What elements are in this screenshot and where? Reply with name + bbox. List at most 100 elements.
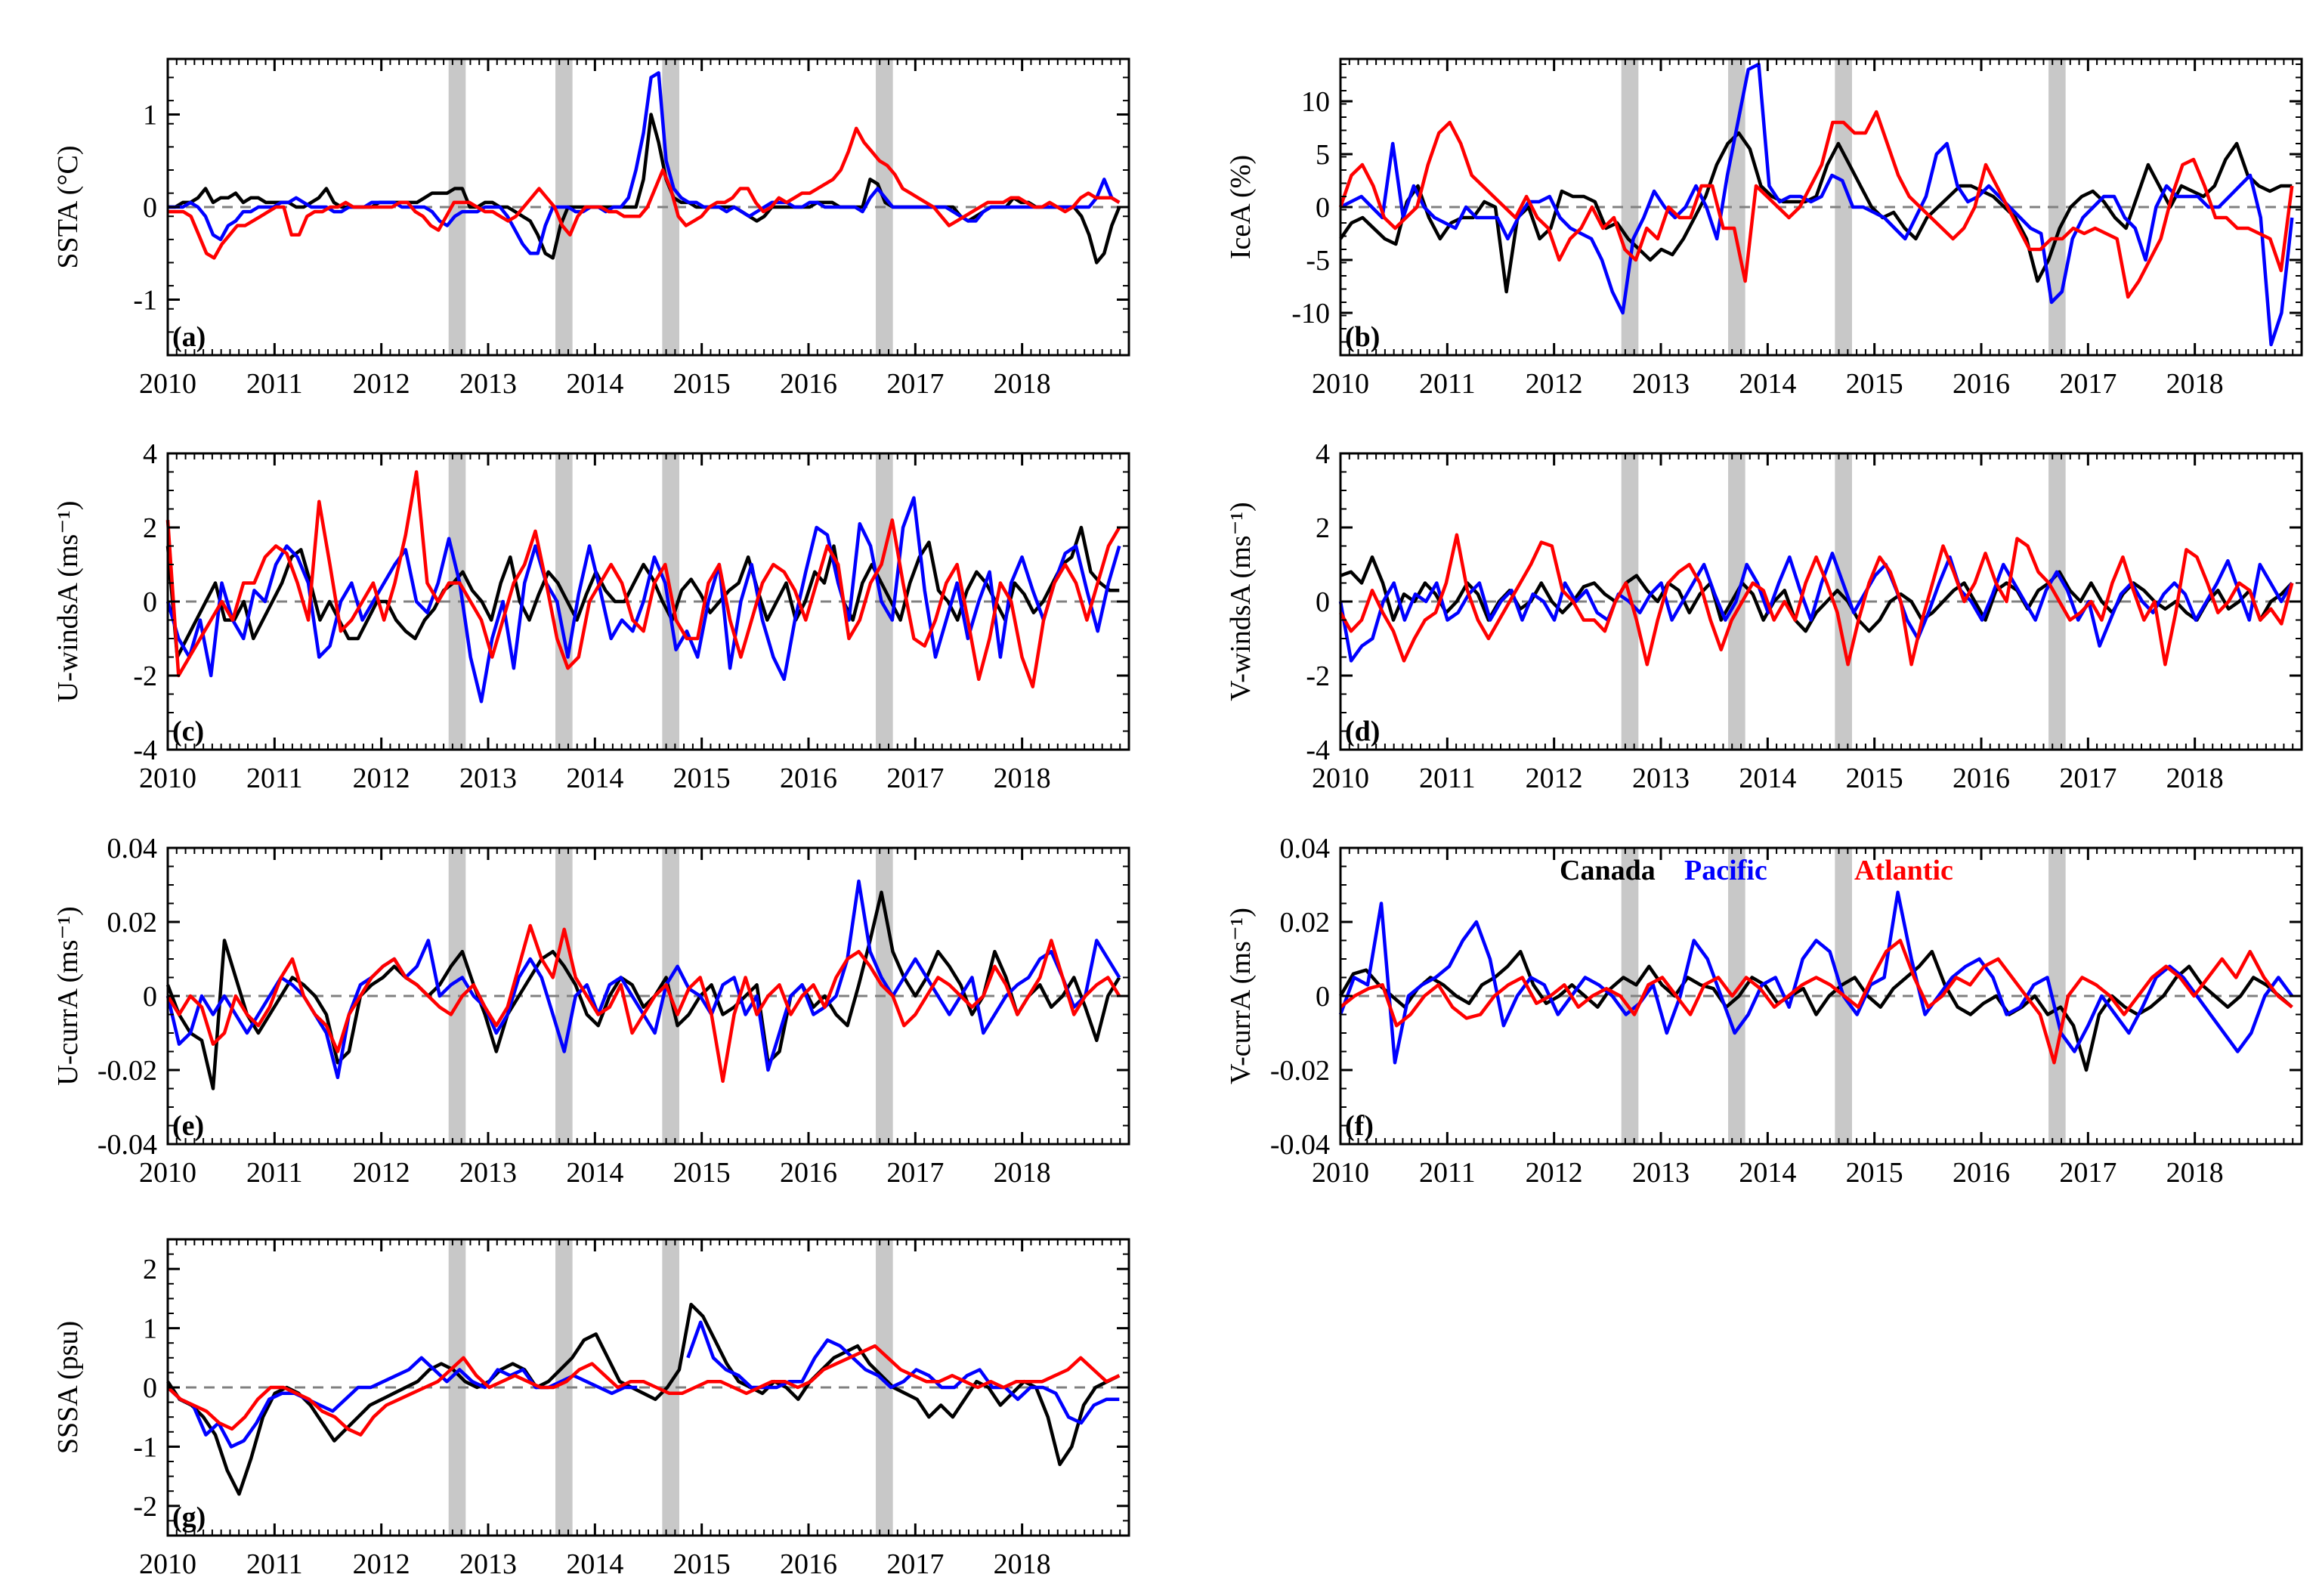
x-tick-label: 2015 <box>673 368 731 400</box>
y-tick-label: -1 <box>133 1431 157 1463</box>
series-line-pacific <box>165 879 1121 1080</box>
y-tick-label: 0.02 <box>107 907 158 939</box>
x-tick-label: 2016 <box>780 1548 837 1580</box>
shaded-period-1 <box>448 848 466 1144</box>
x-tick-label: 2014 <box>566 762 623 794</box>
y-tick-label: -4 <box>1306 735 1330 766</box>
y-axis-label: SSSA (psu) <box>52 1321 84 1454</box>
panel-c: 2010 2011 2012 2013 2014 2015 2016 2017 2018 -4 -2… <box>52 438 1130 794</box>
shaded-period-1 <box>1621 848 1639 1144</box>
x-tick-label: 2017 <box>2059 368 2116 400</box>
x-tick-label: 2018 <box>2166 368 2224 400</box>
x-tick-label: 2013 <box>459 1548 517 1580</box>
y-axis-label: V-currA (ms⁻¹) <box>1225 908 1257 1084</box>
panel-label: (f) <box>1345 1110 1374 1142</box>
x-tick-label: 2014 <box>566 368 623 400</box>
y-tick-label: -0.02 <box>1270 1055 1330 1087</box>
series-line-atlantic <box>1338 110 2294 299</box>
x-tick-label: 2010 <box>139 1157 196 1189</box>
panel-label: (b) <box>1345 321 1380 353</box>
x-tick-label: 2013 <box>459 368 517 400</box>
x-tick-label: 2018 <box>2166 1157 2224 1189</box>
x-tick-label: 2014 <box>1739 368 1796 400</box>
y-tick-label: 1 <box>143 1313 157 1345</box>
shaded-period-2 <box>555 848 573 1144</box>
x-tick-label: 2010 <box>1312 368 1369 400</box>
series-line-canada <box>1339 131 2293 294</box>
shaded-period-3 <box>1835 453 1852 750</box>
y-tick-label: 0.04 <box>1280 833 1331 865</box>
x-tick-label: 2016 <box>1953 762 2010 794</box>
x-tick-label: 2012 <box>353 1548 410 1580</box>
x-tick-label: 2017 <box>886 762 944 794</box>
y-tick-label: 10 <box>1301 86 1330 118</box>
x-tick-label: 2015 <box>1846 762 1903 794</box>
y-tick-label: 2 <box>143 512 157 544</box>
shaded-period-1 <box>448 59 466 355</box>
y-tick-label: -0.02 <box>97 1055 157 1087</box>
series-line-atlantic <box>1339 939 2293 1065</box>
y-tick-label: 0 <box>143 981 157 1013</box>
shaded-period-2 <box>555 453 573 750</box>
y-tick-label: -0.04 <box>97 1129 157 1161</box>
panel-f: 2010 2011 2012 2013 2014 2015 2016 2017 2018 -0.0… <box>1225 833 2303 1189</box>
y-tick-label: 0 <box>143 192 157 224</box>
x-tick-label: 2013 <box>1632 762 1690 794</box>
panel-label: (a) <box>172 321 206 353</box>
y-tick-label: 0.04 <box>107 833 158 865</box>
panel-b: 2010 2011 2012 2013 2014 2015 2016 2017 2018 -10 -… <box>1225 57 2303 400</box>
x-tick-label: 2011 <box>246 368 303 400</box>
x-tick-label: 2014 <box>1739 1157 1796 1189</box>
y-tick-label: 0 <box>1316 981 1330 1013</box>
x-tick-label: 2014 <box>566 1548 623 1580</box>
shaded-period-2 <box>1728 59 1745 355</box>
x-tick-label: 2011 <box>1419 762 1476 794</box>
series-line-atlantic <box>168 126 1121 260</box>
x-tick-label: 2011 <box>1419 368 1476 400</box>
series-line-pacific <box>165 496 1121 704</box>
y-tick-label: 0.02 <box>1280 907 1331 939</box>
x-tick-label: 2018 <box>2166 762 2224 794</box>
series-line-canada <box>165 890 1121 1090</box>
x-tick-label: 2010 <box>139 1548 196 1580</box>
y-tick-label: -0.04 <box>1270 1129 1330 1161</box>
x-tick-label: 2015 <box>673 1157 731 1189</box>
x-tick-label: 2012 <box>353 368 410 400</box>
y-tick-label: 0 <box>143 1372 157 1404</box>
x-tick-label: 2014 <box>1739 762 1796 794</box>
x-tick-label: 2013 <box>1632 1157 1690 1189</box>
y-tick-label: 0 <box>1316 586 1330 618</box>
shaded-period-3 <box>662 1239 679 1536</box>
shaded-period-3 <box>1835 59 1852 355</box>
x-tick-label: 2015 <box>673 1548 731 1580</box>
x-tick-label: 2016 <box>780 1157 837 1189</box>
x-tick-label: 2012 <box>1526 1157 1583 1189</box>
x-tick-label: 2011 <box>246 1548 303 1580</box>
panel-d: 2010 2011 2012 2013 2014 2015 2016 2017 2018 -4 -2… <box>1225 438 2303 794</box>
x-tick-label: 2017 <box>886 1157 944 1189</box>
y-tick-label: -2 <box>1306 660 1330 692</box>
x-tick-label: 2015 <box>673 762 731 794</box>
y-tick-label: -4 <box>133 735 157 766</box>
x-tick-label: 2016 <box>1953 1157 2010 1189</box>
y-tick-label: -10 <box>1291 298 1330 329</box>
x-tick-label: 2016 <box>780 368 837 400</box>
y-tick-label: 5 <box>1316 139 1330 171</box>
x-tick-label: 2017 <box>886 368 944 400</box>
x-tick-label: 2011 <box>246 1157 303 1189</box>
y-axis-label: U-currA (ms⁻¹) <box>52 906 84 1085</box>
y-tick-label: 0 <box>1316 192 1330 224</box>
x-tick-label: 2010 <box>139 368 196 400</box>
x-tick-label: 2013 <box>1632 368 1690 400</box>
y-tick-label: 4 <box>143 438 157 470</box>
x-tick-label: 2010 <box>1312 1157 1369 1189</box>
shaded-period-1 <box>448 1239 466 1536</box>
x-tick-label: 2015 <box>1846 368 1903 400</box>
y-tick-label: -5 <box>1306 245 1330 277</box>
series-line-canada <box>166 1302 1121 1496</box>
y-tick-label: -2 <box>133 660 157 692</box>
x-tick-label: 2010 <box>139 762 196 794</box>
panel-label: (d) <box>1345 716 1380 747</box>
y-axis-label: IceA (%) <box>1225 155 1257 259</box>
